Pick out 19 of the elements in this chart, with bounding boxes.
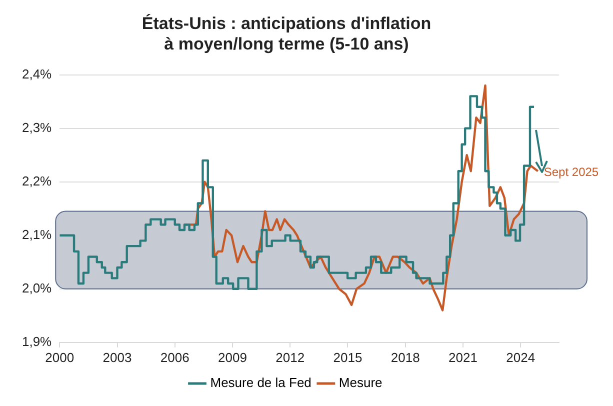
x-tick-label: 2021 xyxy=(448,350,478,365)
x-tick-label: 2012 xyxy=(276,350,305,365)
x-tick-label: 2003 xyxy=(102,350,132,365)
chart-title: États-Unis : anticipations d'inflation à moyen/long terme (5-10 ans) xyxy=(142,12,432,54)
y-tick-label: 2,2% xyxy=(22,173,52,188)
x-tick-label: 2015 xyxy=(333,350,362,365)
y-tick-label: 2,1% xyxy=(22,226,52,242)
y-tick-label: 2,3% xyxy=(22,120,52,135)
x-tick-label: 2018 xyxy=(390,350,420,365)
annotation: Sept 2025 xyxy=(544,165,599,180)
legend-label: Mesure xyxy=(338,375,382,390)
x-tick-label: 2000 xyxy=(45,350,74,365)
x-tick-label: 2006 xyxy=(160,350,190,365)
y-tick-label: 2,4% xyxy=(22,66,52,82)
y-tick-label: 1,9% xyxy=(22,334,52,349)
x-tick-label: 2009 xyxy=(218,350,247,365)
x-tick-label: 2024 xyxy=(506,350,536,365)
y-tick-label: 2,0% xyxy=(22,280,52,296)
legend-label: Mesure de la Fed xyxy=(210,375,312,390)
